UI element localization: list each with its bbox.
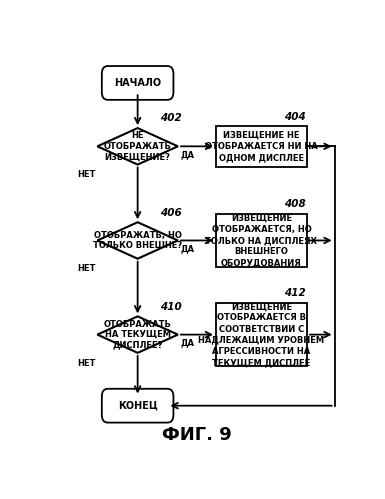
Text: КОНЕЦ: КОНЕЦ (118, 401, 157, 411)
FancyBboxPatch shape (102, 389, 173, 423)
Text: ОТОБРАЖАТЬ
НА ТЕКУЩЕМ
ДИСПЛЕЕ?: ОТОБРАЖАТЬ НА ТЕКУЩЕМ ДИСПЛЕЕ? (104, 320, 172, 349)
Text: НАЧАЛО: НАЧАЛО (114, 78, 161, 88)
Polygon shape (97, 222, 178, 258)
FancyBboxPatch shape (102, 66, 173, 100)
Text: 412: 412 (284, 288, 305, 298)
Text: ИЗВЕЩЕНИЕ
ОТОБРАЖАЕТСЯ, НО
ТОЛЬКО НА ДИСПЛЕЯХ
ВНЕШНЕГО
ОБОРУДОВАНИЯ: ИЗВЕЩЕНИЕ ОТОБРАЖАЕТСЯ, НО ТОЛЬКО НА ДИС… (206, 214, 318, 267)
Polygon shape (97, 316, 178, 353)
Bar (216, 303, 307, 366)
Polygon shape (97, 128, 178, 165)
Text: 408: 408 (284, 199, 305, 209)
Text: НЕТ: НЕТ (77, 264, 96, 273)
Text: НЕ
ОТОБРАЖАТЬ
ИЗВЕЩЕНИЕ?: НЕ ОТОБРАЖАТЬ ИЗВЕЩЕНИЕ? (104, 131, 172, 161)
Text: ИЗВЕЩЕНИЕ НЕ
ОТОБРАЖАЕТСЯ НИ НА
ОДНОМ ДИСПЛЕЕ: ИЗВЕЩЕНИЕ НЕ ОТОБРАЖАЕТСЯ НИ НА ОДНОМ ДИ… (205, 131, 318, 162)
Text: НЕТ: НЕТ (77, 359, 96, 368)
Text: НЕТ: НЕТ (77, 170, 96, 179)
Text: ДА: ДА (180, 338, 194, 347)
Text: ОТОБРАЖАТЬ, НО
ТОЛЬКО ВНЕШНЕ?: ОТОБРАЖАТЬ, НО ТОЛЬКО ВНЕШНЕ? (93, 231, 182, 250)
Text: 402: 402 (160, 113, 182, 123)
Text: 406: 406 (160, 208, 182, 218)
Text: ДА: ДА (180, 245, 194, 253)
Text: ИЗВЕЩЕНИЕ
ОТОБРАЖАЕТСЯ В
СООТВЕТСТВИИ С
НАДЛЕЖАЩИМ УРОВНЕМ
АГРЕССИВНОСТИ НА
ТЕКУ: ИЗВЕЩЕНИЕ ОТОБРАЖАЕТСЯ В СООТВЕТСТВИИ С … (198, 302, 325, 367)
Text: 404: 404 (284, 112, 305, 122)
Bar (216, 126, 307, 167)
Bar (216, 214, 307, 267)
Text: 410: 410 (160, 302, 182, 312)
Text: ДА: ДА (180, 150, 194, 159)
Text: ФИГ. 9: ФИГ. 9 (162, 426, 232, 444)
